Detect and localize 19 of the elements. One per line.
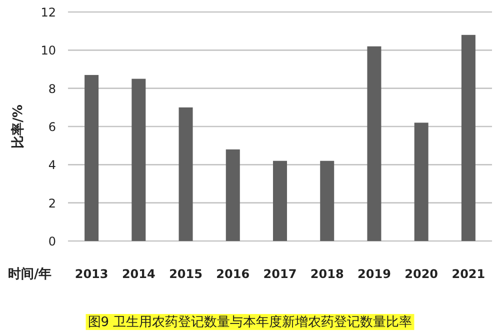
y-tick-label: 0 — [48, 234, 56, 248]
y-tick-label: 6 — [48, 120, 56, 134]
x-tick-label: 2015 — [169, 267, 202, 281]
y-tick-label: 8 — [48, 82, 56, 96]
x-tick-label: 2014 — [122, 267, 156, 281]
x-tick-label: 2018 — [310, 267, 344, 281]
x-tick-label: 2020 — [404, 267, 438, 281]
x-axis-title: 时间/年 — [8, 267, 52, 282]
x-tick-label: 2017 — [263, 267, 297, 281]
x-tick-label: 2016 — [216, 267, 250, 281]
y-tick-label: 4 — [48, 158, 56, 172]
x-tick-label: 2021 — [452, 267, 486, 281]
y-tick-label: 12 — [40, 6, 56, 20]
text: 图9 卫生用农药登记数量与本年度新增农药登记数量比率 — [88, 314, 412, 330]
y-tick-label: 10 — [40, 44, 56, 58]
y-tick-label: 2 — [48, 196, 56, 210]
y-axis-title: 比率/% — [10, 104, 26, 148]
x-tick-label: 2019 — [358, 267, 391, 281]
x-tick-label: 2013 — [74, 267, 108, 281]
